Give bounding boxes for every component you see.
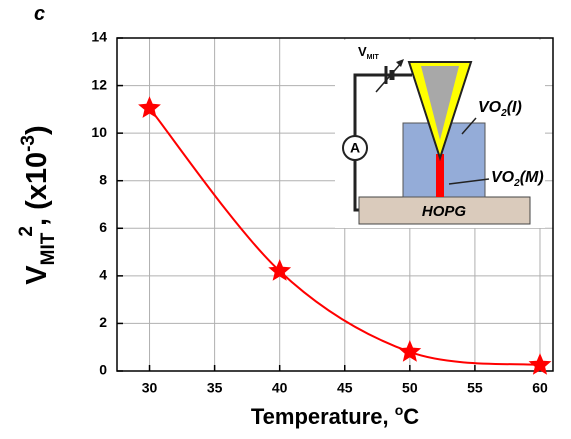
data-point <box>138 96 161 118</box>
axes-frame <box>116 37 554 372</box>
arrow-head <box>396 59 404 67</box>
y-label-base: V <box>21 265 53 285</box>
label-subscript: 2 <box>500 108 507 119</box>
data-point <box>528 353 552 375</box>
insulator-label: VO2(I) <box>478 99 522 119</box>
metal-label: VO2(M) <box>491 169 544 189</box>
ammeter <box>342 135 368 161</box>
x-tick-label: 45 <box>337 380 353 396</box>
y-tick-label: 14 <box>91 29 107 45</box>
panel-label: c <box>34 3 45 25</box>
y-tick-label: 4 <box>99 267 107 283</box>
label-base: VO <box>478 99 502 116</box>
y-tick-label: 2 <box>99 314 107 330</box>
voltage-label: VMIT <box>358 44 379 61</box>
data-point <box>398 340 422 362</box>
x-tick-label: 55 <box>467 380 483 396</box>
y-label-close: ) <box>21 125 53 135</box>
y-tick-label: 12 <box>91 76 107 92</box>
y-tick-label: 10 <box>91 124 107 140</box>
y-label-exp: -3 <box>18 135 39 152</box>
label-base: VO <box>491 169 515 186</box>
substrate-label: HOPG <box>422 203 467 220</box>
ammeter-label: A <box>350 140 360 156</box>
x-axis-label: Temperature, oC <box>251 402 419 429</box>
x-label-unit: C <box>403 404 419 429</box>
x-tick-label: 30 <box>142 380 158 396</box>
x-tick-label: 60 <box>532 380 548 396</box>
x-tick-label: 35 <box>207 380 223 396</box>
label-subscript: 2 <box>513 178 520 189</box>
label-phase: (M) <box>520 169 544 186</box>
x-tick-label: 50 <box>402 380 418 396</box>
probe-core <box>421 66 459 140</box>
y-label-text: , (x10 <box>21 152 53 226</box>
y-label-sup: 2 <box>16 226 37 237</box>
y-label-sub: MIT <box>38 232 59 265</box>
substrate <box>358 196 531 225</box>
pointer <box>448 178 490 185</box>
y-tick-label: 6 <box>99 219 107 235</box>
y-tick-label: 8 <box>99 171 107 187</box>
voltage-symbol: V <box>358 44 367 59</box>
y-axis-label: VMIT2, (x10-3) <box>16 125 59 284</box>
inset-diagram: VMIT A HOPG VO2(I) VO2(M) <box>335 40 545 228</box>
voltage-subscript: MIT <box>367 54 380 61</box>
data-point <box>268 259 292 281</box>
x-label-sup: o <box>395 402 404 418</box>
metallic-channel <box>436 154 444 197</box>
label-phase: (I) <box>507 99 522 116</box>
pointer <box>461 117 477 135</box>
y-tick-label: 0 <box>99 362 107 378</box>
data-line <box>148 107 541 367</box>
x-label-text: Temperature, <box>251 404 395 429</box>
variable-arrow <box>375 61 403 93</box>
x-tick-label: 40 <box>272 380 288 396</box>
